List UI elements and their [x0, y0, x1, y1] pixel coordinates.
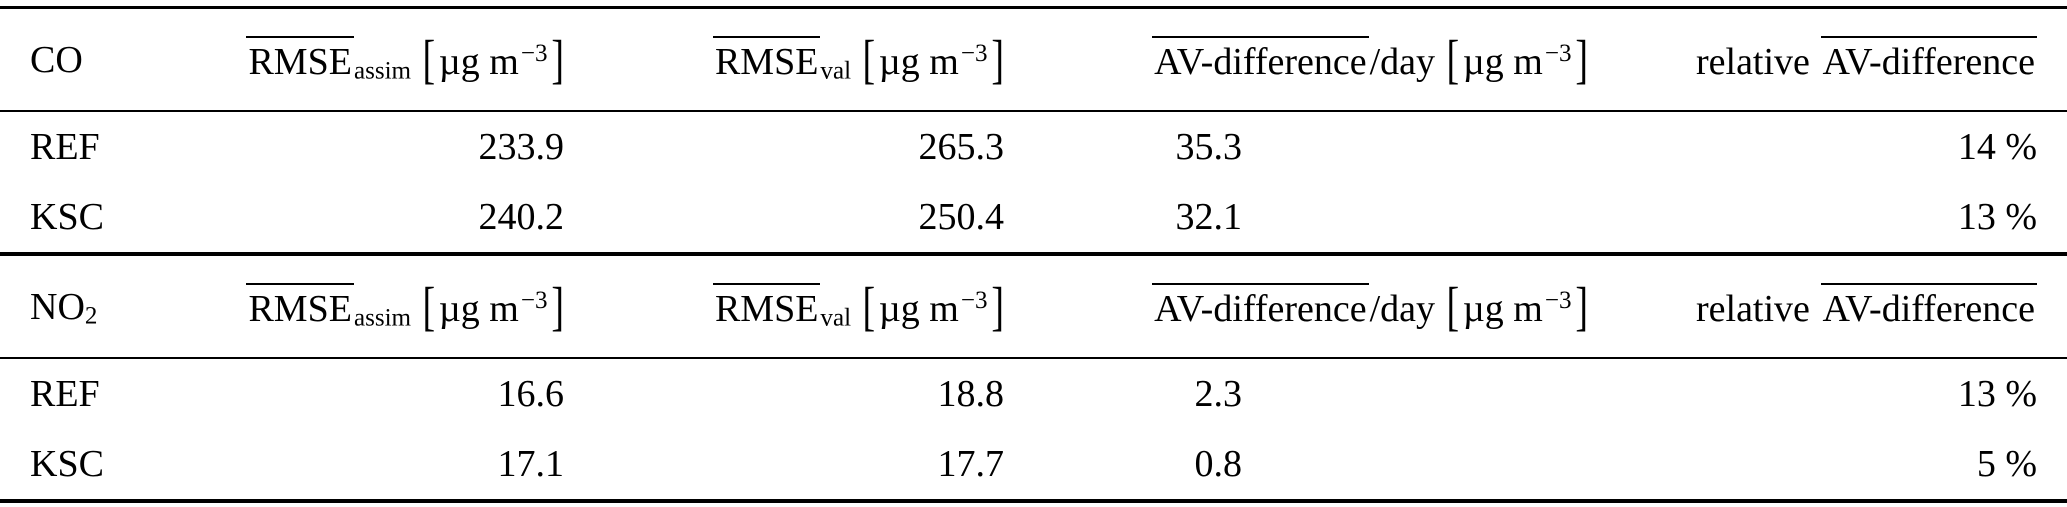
col-header-av-difference: AV-difference/day [µg m−3] — [1010, 277, 1610, 337]
rmse-assim-value: 16.6 — [497, 373, 565, 416]
rmse-assim-value: 17.1 — [497, 443, 565, 486]
right-bracket: ] — [991, 30, 1004, 90]
rmse-assim-value: 240.2 — [478, 196, 565, 239]
relative-av-difference-value: 13 % — [1957, 196, 2037, 239]
val-subscript: val — [820, 304, 852, 332]
unit-exponent: −3 — [1544, 40, 1572, 68]
assim-subscript: assim — [353, 304, 412, 332]
table-row-co-ksc: KSC 240.2 250.4 32.1 13 % — [0, 182, 2067, 252]
rmse-overline-label: RMSE — [246, 35, 354, 83]
col-header-relative-av-difference: relative AV-difference — [1610, 282, 2067, 331]
rmse-overline-label: RMSE — [712, 282, 821, 330]
row-label: KSC — [30, 196, 104, 239]
left-bracket: [ — [422, 30, 436, 90]
relative-av-difference-value: 5 % — [1976, 443, 2037, 486]
col-header-av-difference: AV-difference/day [µg m−3] — [1010, 30, 1610, 90]
av-difference-value: 35.3 — [1175, 126, 1243, 169]
col-header-relative-av-difference: relative AV-difference — [1610, 35, 2067, 84]
unit-exponent: −3 — [960, 287, 988, 315]
val-subscript: val — [820, 57, 852, 85]
left-bracket: [ — [1446, 277, 1460, 337]
unit-label: µg m — [1462, 40, 1543, 83]
table-rule-header — [0, 110, 2067, 113]
right-bracket: ] — [991, 277, 1004, 337]
right-bracket: ] — [551, 30, 564, 90]
right-bracket: ] — [1575, 277, 1588, 337]
unit-exponent: −3 — [960, 40, 988, 68]
col-header-rmse-assim: RMSEassim [µg m−3] — [150, 277, 570, 337]
av-difference-overline-label: AV-difference — [1152, 282, 1369, 330]
assim-subscript: assim — [353, 57, 412, 85]
per-day-label: /day — [1369, 40, 1436, 83]
unit-exponent: −3 — [1544, 287, 1572, 315]
header-row-no2: NO2 RMSEassim [µg m−3] RMSEval [µg m−3] AV… — [0, 256, 2067, 357]
col-header-rmse-val: RMSEval [µg m−3] — [570, 30, 1010, 90]
unit-exponent: −3 — [520, 287, 548, 315]
left-bracket: [ — [862, 30, 876, 90]
av-difference-overline-label: AV-difference — [1820, 35, 2037, 83]
table-row-co-ref: REF 233.9 265.3 35.3 14 % — [0, 112, 2067, 182]
rmse-val-value: 265.3 — [918, 126, 1005, 169]
species-name: CO — [30, 38, 83, 81]
av-difference-value: 0.8 — [1194, 443, 1243, 486]
rmse-val-value: 17.7 — [937, 443, 1005, 486]
left-bracket: [ — [422, 277, 436, 337]
unit-label: µg m — [878, 287, 959, 330]
relative-label: relative — [1695, 40, 1810, 83]
unit-label: µg m — [878, 40, 959, 83]
row-label: KSC — [30, 443, 104, 486]
unit-exponent: −3 — [520, 40, 548, 68]
av-difference-overline-label: AV-difference — [1152, 35, 1369, 83]
row-label: REF — [30, 126, 100, 169]
right-bracket: ] — [1575, 30, 1588, 90]
unit-label: µg m — [438, 40, 519, 83]
table-rule-header — [0, 357, 2067, 360]
rmse-assim-value: 233.9 — [478, 126, 565, 169]
species-subscript: 2 — [84, 302, 98, 330]
species-label: NO2 — [0, 285, 150, 329]
unit-label: µg m — [1462, 287, 1543, 330]
right-bracket: ] — [551, 277, 564, 337]
relative-av-difference-value: 13 % — [1957, 373, 2037, 416]
row-label: REF — [30, 373, 100, 416]
table-rule-section — [0, 252, 2067, 257]
table-row-no2-ksc: KSC 17.1 17.7 0.8 5 % — [0, 429, 2067, 499]
rmse-val-value: 250.4 — [918, 196, 1005, 239]
table-rule-top — [0, 6, 2067, 9]
table-row-no2-ref: REF 16.6 18.8 2.3 13 % — [0, 359, 2067, 429]
header-row-co: CO RMSEassim [µg m−3] RMSEval [µg m−3] AV-… — [0, 9, 2067, 110]
rmse-overline-label: RMSE — [712, 35, 821, 83]
relative-av-difference-value: 14 % — [1957, 126, 2037, 169]
col-header-rmse-val: RMSEval [µg m−3] — [570, 277, 1010, 337]
rmse-val-value: 18.8 — [937, 373, 1005, 416]
left-bracket: [ — [1446, 30, 1460, 90]
table-rule-bottom — [0, 499, 2067, 504]
species-name: NO — [30, 285, 85, 328]
species-label: CO — [0, 38, 150, 82]
av-difference-value: 2.3 — [1194, 373, 1243, 416]
rmse-overline-label: RMSE — [246, 282, 354, 330]
av-difference-overline-label: AV-difference — [1820, 282, 2037, 330]
relative-label: relative — [1695, 287, 1810, 330]
col-header-rmse-assim: RMSEassim [µg m−3] — [150, 30, 570, 90]
unit-label: µg m — [438, 287, 519, 330]
av-difference-value: 32.1 — [1175, 196, 1243, 239]
per-day-label: /day — [1369, 287, 1436, 330]
left-bracket: [ — [862, 277, 876, 337]
